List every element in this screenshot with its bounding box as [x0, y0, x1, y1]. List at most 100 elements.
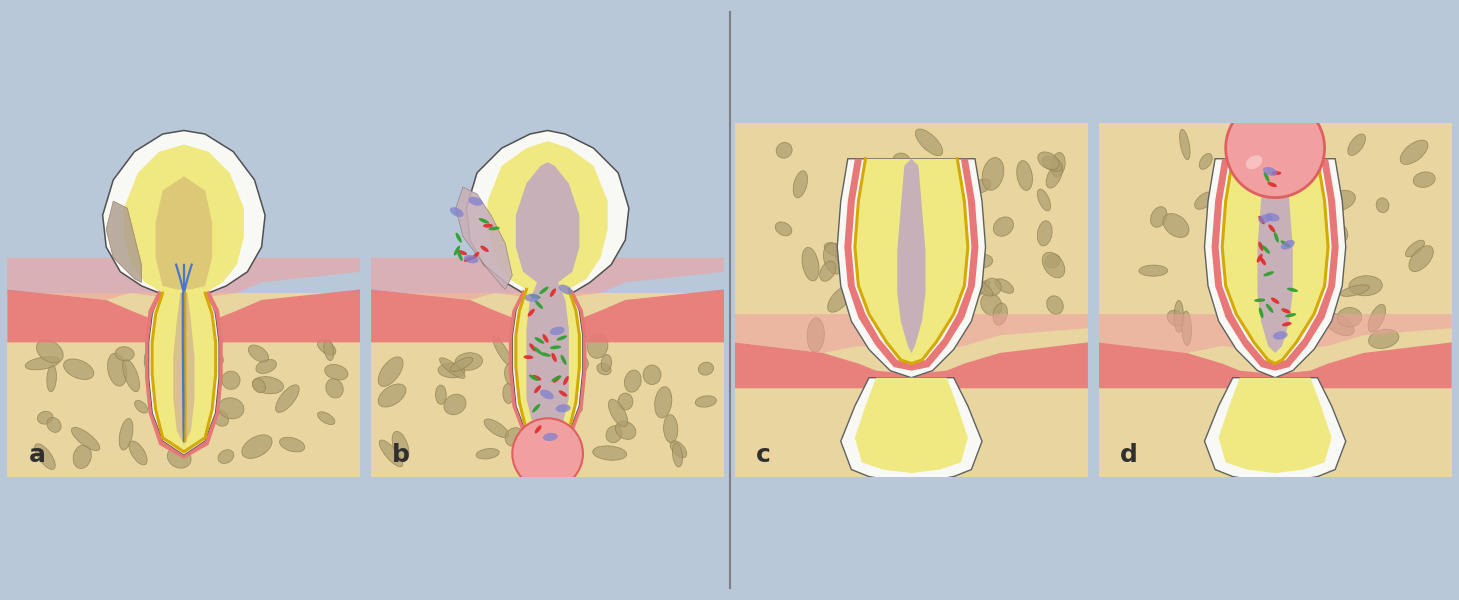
Ellipse shape: [995, 279, 1014, 293]
Ellipse shape: [1262, 250, 1290, 267]
Ellipse shape: [1207, 247, 1227, 263]
Ellipse shape: [1258, 242, 1263, 251]
Ellipse shape: [820, 261, 836, 281]
Ellipse shape: [865, 257, 874, 286]
Ellipse shape: [252, 377, 283, 394]
Ellipse shape: [324, 339, 334, 361]
Ellipse shape: [1265, 213, 1277, 248]
Ellipse shape: [36, 340, 63, 363]
Ellipse shape: [64, 359, 93, 379]
Ellipse shape: [1255, 298, 1265, 302]
Ellipse shape: [1045, 254, 1061, 268]
Ellipse shape: [1268, 182, 1277, 187]
Ellipse shape: [972, 254, 992, 268]
Ellipse shape: [1287, 287, 1299, 292]
Ellipse shape: [776, 142, 792, 158]
Ellipse shape: [670, 440, 687, 458]
Ellipse shape: [1325, 313, 1354, 336]
Polygon shape: [7, 289, 360, 343]
Ellipse shape: [673, 443, 683, 467]
Ellipse shape: [1046, 296, 1064, 314]
Circle shape: [1226, 99, 1325, 197]
Ellipse shape: [120, 419, 133, 450]
Ellipse shape: [217, 450, 233, 463]
Polygon shape: [855, 159, 967, 364]
Polygon shape: [102, 130, 266, 455]
Ellipse shape: [455, 353, 483, 370]
Ellipse shape: [378, 384, 406, 407]
Ellipse shape: [534, 425, 541, 433]
Ellipse shape: [471, 252, 480, 259]
Ellipse shape: [566, 370, 582, 389]
Ellipse shape: [468, 197, 483, 206]
Ellipse shape: [1199, 154, 1212, 169]
Ellipse shape: [489, 227, 500, 230]
Ellipse shape: [896, 242, 913, 269]
Polygon shape: [509, 289, 587, 452]
Ellipse shape: [893, 153, 910, 172]
Ellipse shape: [1017, 161, 1033, 190]
Ellipse shape: [533, 375, 541, 380]
Ellipse shape: [1262, 245, 1269, 254]
Ellipse shape: [1042, 252, 1065, 278]
Ellipse shape: [483, 224, 493, 227]
Ellipse shape: [379, 440, 403, 467]
Ellipse shape: [479, 218, 489, 224]
Ellipse shape: [588, 334, 608, 358]
Text: b: b: [392, 443, 410, 467]
Ellipse shape: [619, 393, 633, 410]
Bar: [7, 293, 360, 476]
Ellipse shape: [464, 256, 473, 262]
Ellipse shape: [624, 370, 641, 392]
Ellipse shape: [1299, 251, 1317, 271]
Ellipse shape: [1350, 276, 1382, 296]
Ellipse shape: [556, 404, 570, 412]
Ellipse shape: [560, 355, 566, 365]
Polygon shape: [1099, 314, 1452, 353]
Polygon shape: [371, 289, 724, 343]
Text: d: d: [1119, 443, 1138, 467]
Ellipse shape: [1369, 329, 1399, 349]
Ellipse shape: [534, 385, 541, 393]
Ellipse shape: [1050, 152, 1065, 177]
Ellipse shape: [1405, 240, 1424, 257]
Ellipse shape: [699, 362, 713, 375]
Ellipse shape: [248, 345, 268, 362]
Ellipse shape: [1341, 285, 1370, 296]
Polygon shape: [1211, 159, 1339, 371]
Ellipse shape: [115, 347, 134, 361]
Ellipse shape: [867, 197, 889, 217]
Ellipse shape: [123, 359, 140, 392]
Ellipse shape: [455, 233, 463, 243]
Ellipse shape: [1195, 192, 1214, 209]
Ellipse shape: [915, 129, 943, 155]
Ellipse shape: [392, 431, 409, 460]
Polygon shape: [840, 377, 982, 484]
Ellipse shape: [47, 365, 57, 392]
Ellipse shape: [696, 396, 716, 407]
Ellipse shape: [1242, 211, 1252, 239]
Ellipse shape: [438, 364, 465, 378]
Ellipse shape: [378, 357, 403, 386]
Ellipse shape: [449, 207, 464, 217]
Ellipse shape: [1322, 190, 1355, 212]
Polygon shape: [1218, 377, 1332, 473]
Ellipse shape: [534, 337, 544, 344]
Ellipse shape: [1285, 313, 1296, 317]
Ellipse shape: [1258, 214, 1272, 223]
Ellipse shape: [35, 444, 55, 469]
Ellipse shape: [521, 356, 543, 370]
Ellipse shape: [824, 243, 846, 257]
Ellipse shape: [533, 404, 540, 413]
Ellipse shape: [252, 379, 266, 393]
Ellipse shape: [255, 359, 277, 373]
Ellipse shape: [1046, 164, 1062, 188]
Polygon shape: [487, 141, 607, 445]
Ellipse shape: [1268, 224, 1275, 232]
Polygon shape: [7, 257, 360, 300]
Ellipse shape: [1259, 257, 1266, 265]
Ellipse shape: [38, 411, 53, 424]
Ellipse shape: [1376, 198, 1389, 212]
Ellipse shape: [827, 286, 852, 312]
Ellipse shape: [25, 356, 60, 370]
